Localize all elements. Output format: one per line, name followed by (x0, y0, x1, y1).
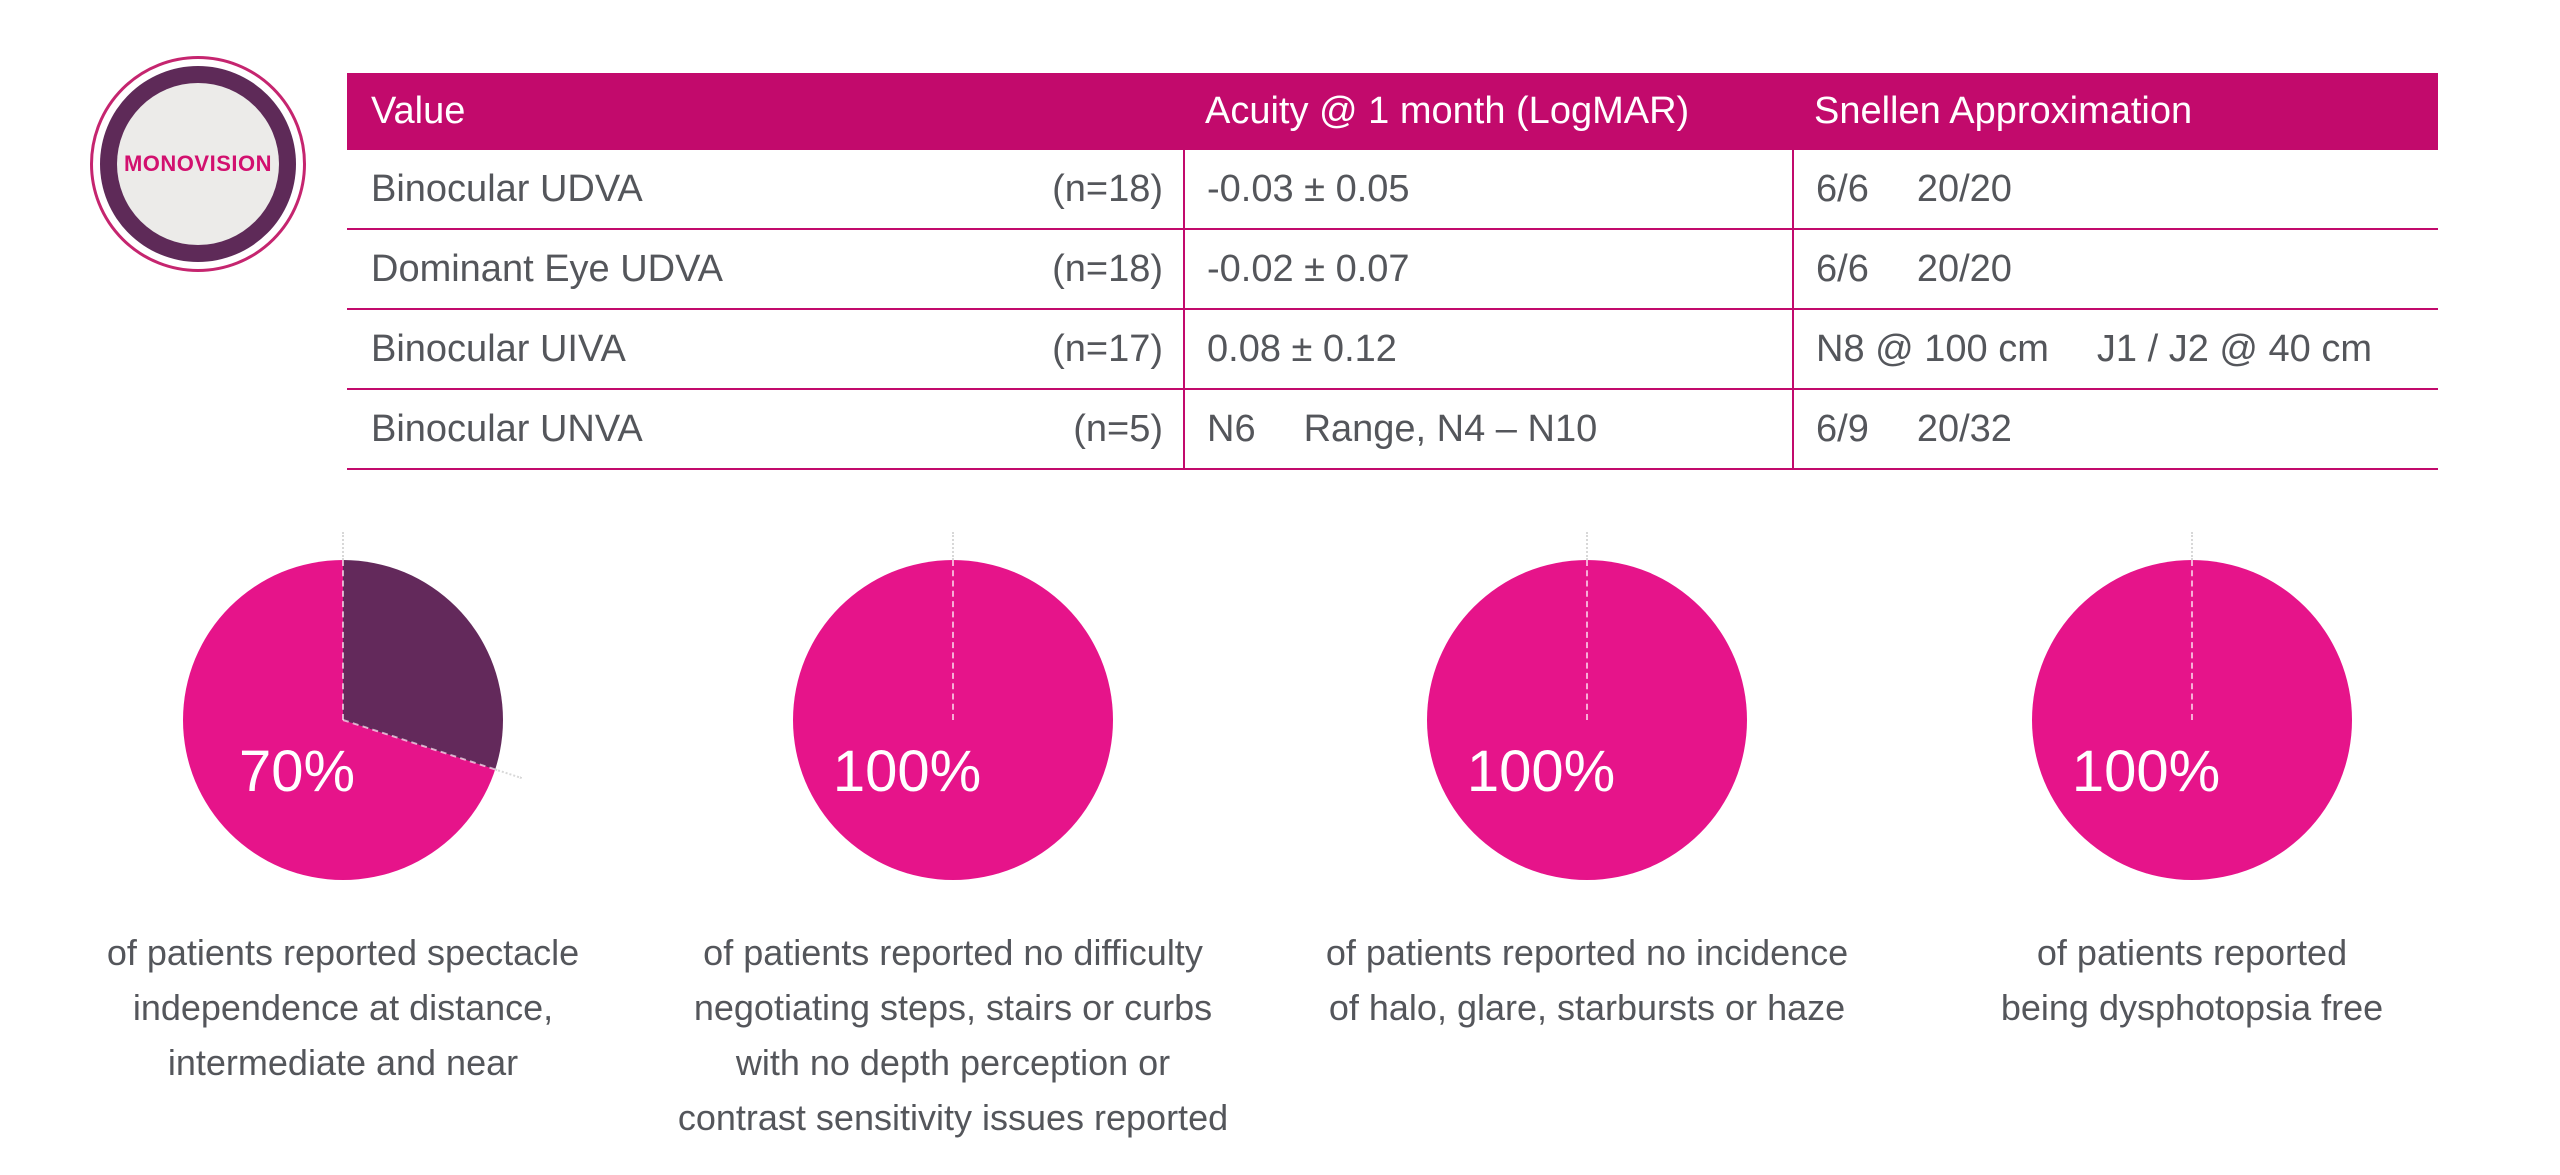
pie-caption-line: intermediate and near (167, 1042, 519, 1083)
pie-caption-line: negotiating steps, stairs or curbs (693, 987, 1213, 1028)
pie-divider-dash-outer (1586, 532, 1588, 560)
pie-caption-line: of patients reported spectacle (106, 932, 580, 973)
pie-caption: of patients reported no difficulty negot… (603, 925, 1303, 1145)
pie-chart-steps-stairs: 100% (793, 532, 1113, 880)
pie-caption: of patients reported spectacle independe… (0, 925, 693, 1090)
table-cell-value-label: Binocular UNVA (371, 407, 643, 450)
pie-caption-line: of patients reported no difficulty (703, 932, 1203, 973)
table-cell-n: (n=5) (1073, 407, 1163, 450)
table-header-row: Value Acuity @ 1 month (LogMAR) Snellen … (347, 73, 2438, 150)
badge-label: MONOVISION (123, 151, 272, 176)
table-cell-n: (n=17) (1052, 327, 1163, 370)
pie-divider-dash-outer (952, 532, 954, 560)
table-cell-acuity: -0.02 ± 0.07 (1183, 230, 1792, 308)
pie-divider-dash-inner (952, 560, 954, 720)
table-row: Binocular UNVA (n=5) N6 Range, N4 – N10 … (347, 390, 2438, 470)
pie-divider-dash-inner (1586, 560, 1588, 720)
pie-caption: of patients reported being dysphotopsia … (1842, 925, 2542, 1035)
pie-caption-line: with no depth perception or (735, 1042, 1171, 1083)
table-header-acuity: Acuity @ 1 month (LogMAR) (1205, 90, 1690, 132)
table-row: Binocular UIVA (n=17) 0.08 ± 0.12 N8 @ 1… (347, 310, 2438, 390)
acuity-results-table: Value Acuity @ 1 month (LogMAR) Snellen … (347, 73, 2438, 470)
pie-caption-line: being dysphotopsia free (2000, 987, 2384, 1028)
pie-percent-label: 100% (1466, 739, 1616, 804)
table-cell-value-label: Dominant Eye UDVA (371, 247, 723, 290)
table-cell-value-label: Binocular UIVA (371, 327, 626, 370)
table-cell-snellen: 6/6 20/20 (1792, 230, 2438, 308)
pie-caption-line: contrast sensitivity issues reported (677, 1097, 1229, 1138)
table-cell-acuity: 0.08 ± 0.12 (1183, 310, 1792, 388)
table-header-value: Value (371, 90, 466, 132)
pie-caption-line: of patients reported no incidence (1325, 932, 1849, 973)
pie-graphic (1427, 532, 1747, 880)
badge-face: MONOVISION (117, 83, 279, 245)
pie-graphic (793, 532, 1113, 880)
monovision-badge: MONOVISION (90, 56, 306, 272)
pie-caption-line: of patients reported (2036, 932, 2348, 973)
badge-purple-ring: MONOVISION (100, 66, 296, 262)
table-row: Dominant Eye UDVA (n=18) -0.02 ± 0.07 6/… (347, 230, 2438, 310)
pie-divider-dash-outer (2191, 532, 2193, 560)
pie-chart-spectacle-independence: 70% (183, 532, 523, 880)
table-header-snellen: Snellen Approximation (1814, 90, 2193, 132)
pie-divider-dash-inner (2191, 560, 2193, 720)
pie-percent-label: 70% (238, 739, 356, 804)
table-cell-snellen: 6/9 20/32 (1792, 390, 2438, 468)
pie-graphic (183, 532, 523, 880)
table-cell-acuity: N6 Range, N4 – N10 (1183, 390, 1792, 468)
pie-chart-halo-glare: 100% (1427, 532, 1747, 880)
table-cell-n: (n=18) (1052, 167, 1163, 210)
table-cell-snellen: 6/6 20/20 (1792, 150, 2438, 228)
table-cell-acuity: -0.03 ± 0.05 (1183, 150, 1792, 228)
pie-caption: of patients reported no incidence of hal… (1237, 925, 1937, 1035)
pie-divider-dash-outer (494, 768, 523, 780)
pie-percent-label: 100% (2071, 739, 2221, 804)
pie-caption-line: of halo, glare, starbursts or haze (1328, 987, 1846, 1028)
pie-divider-dash-inner (342, 560, 344, 720)
table-row: Binocular UDVA (n=18) -0.03 ± 0.05 6/6 2… (347, 150, 2438, 230)
pie-percent-label: 100% (832, 739, 982, 804)
table-cell-value-label: Binocular UDVA (371, 167, 643, 210)
pie-caption-line: independence at distance, (132, 987, 554, 1028)
table-cell-n: (n=18) (1052, 247, 1163, 290)
table-cell-snellen: N8 @ 100 cm J1 / J2 @ 40 cm (1792, 310, 2438, 388)
pie-divider-dash-outer (342, 532, 344, 560)
pie-graphic (2032, 532, 2352, 880)
pie-chart-dysphotopsia-free: 100% (2032, 532, 2352, 880)
